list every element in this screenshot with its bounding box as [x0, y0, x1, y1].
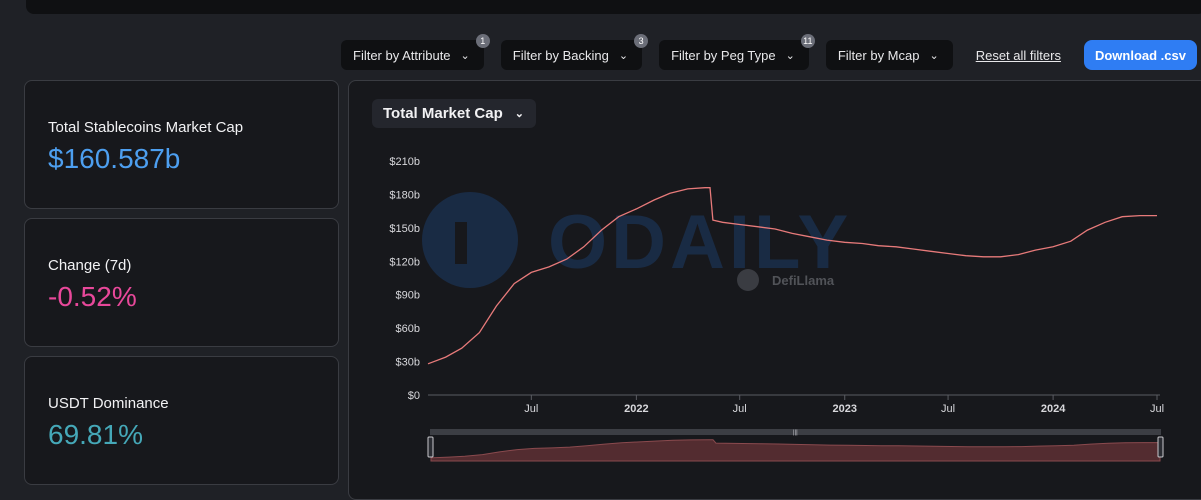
- range-slider[interactable]: |||: [427, 429, 1164, 462]
- metric-selector-label: Total Market Cap: [383, 105, 503, 122]
- x-tick-label: Jul: [1150, 403, 1164, 415]
- y-tick-label: $180b: [389, 189, 420, 201]
- series-line: [427, 187, 1157, 365]
- chevron-down-icon: ⌄: [785, 49, 795, 62]
- filter-label: Filter by Mcap: [837, 47, 920, 63]
- stat-value: -0.52%: [48, 281, 137, 312]
- top-header-bar: [26, 0, 1201, 14]
- stat-value: 69.81%: [48, 419, 143, 450]
- stat-value: $160.587b: [48, 143, 181, 174]
- metric-selector-dropdown[interactable]: Total Market Cap ⌄: [372, 99, 536, 128]
- filter-count-badge: 11: [800, 34, 815, 48]
- x-tick-label: Jul: [941, 403, 955, 415]
- slider-right-handle[interactable]: [1157, 436, 1164, 458]
- stat-card-usdt-dominance: USDT Dominance 69.81%: [24, 356, 339, 485]
- reset-filters-link[interactable]: Reset all filters: [975, 47, 1061, 63]
- y-tick-label: $120b: [389, 256, 420, 268]
- filter-peg-type-dropdown[interactable]: Filter by Peg Type ⌄ 11: [659, 34, 815, 70]
- y-tick-label: $0: [408, 390, 420, 402]
- watermark: ODAILY: [422, 192, 852, 288]
- chevron-down-icon: ⌄: [618, 49, 629, 62]
- x-tick-label: 2023: [832, 403, 856, 415]
- defillama-text: DefiLlama: [772, 273, 835, 288]
- chevron-down-icon: ⌄: [929, 49, 939, 62]
- filter-count-badge: 3: [634, 34, 649, 48]
- chevron-down-icon: ⌄: [514, 108, 524, 120]
- defillama-watermark: DefiLlama: [737, 269, 835, 291]
- filter-attribute-dropdown[interactable]: Filter by Attribute ⌄ 1: [341, 34, 490, 70]
- filter-label: Filter by Peg Type: [671, 47, 776, 63]
- y-tick-label: $30b: [396, 357, 420, 369]
- odaily-logo-icon: [422, 192, 518, 288]
- filter-backing-dropdown[interactable]: Filter by Backing ⌄ 3: [500, 34, 649, 70]
- slider-grip-icon[interactable]: |||: [793, 430, 798, 436]
- chevron-down-icon: ⌄: [460, 49, 470, 62]
- y-tick-label: $210b: [389, 156, 420, 168]
- filter-mcap-dropdown[interactable]: Filter by Mcap ⌄: [825, 40, 953, 70]
- x-tick-label: Jul: [524, 403, 538, 415]
- stat-card-market-cap: Total Stablecoins Market Cap $160.587b: [24, 80, 339, 209]
- odaily-logo-mark: [455, 222, 467, 264]
- stat-label: Change (7d): [48, 257, 132, 274]
- watermark-text: ODAILY: [548, 200, 852, 285]
- slider-track: [430, 429, 1161, 435]
- market-cap-chart: ODAILY DefiLlama $0 $30b $60b $90b $120b $150…: [389, 156, 1164, 462]
- stat-card-change-7d: Change (7d) -0.52%: [24, 218, 339, 347]
- y-tick-label: $150b: [389, 223, 420, 235]
- slider-preview-area: [430, 439, 1161, 462]
- x-tick-label: Jul: [733, 403, 747, 415]
- filter-count-badge: 1: [475, 34, 490, 48]
- filter-label: Filter by Attribute: [353, 47, 451, 63]
- y-tick-label: $90b: [396, 290, 420, 302]
- filter-bar: Filter by Attribute ⌄ 1 Filter by Backin…: [341, 34, 1197, 70]
- stat-label: Total Stablecoins Market Cap: [48, 119, 244, 136]
- llama-icon: [737, 269, 759, 291]
- filter-label: Filter by Backing: [512, 47, 609, 63]
- y-tick-label: $60b: [396, 323, 420, 335]
- x-tick-label: 2022: [624, 403, 648, 415]
- slider-left-handle[interactable]: [427, 436, 434, 458]
- download-csv-button[interactable]: Download .csv: [1083, 40, 1197, 70]
- x-tick-label: 2024: [1041, 403, 1066, 415]
- stat-label: USDT Dominance: [48, 395, 169, 412]
